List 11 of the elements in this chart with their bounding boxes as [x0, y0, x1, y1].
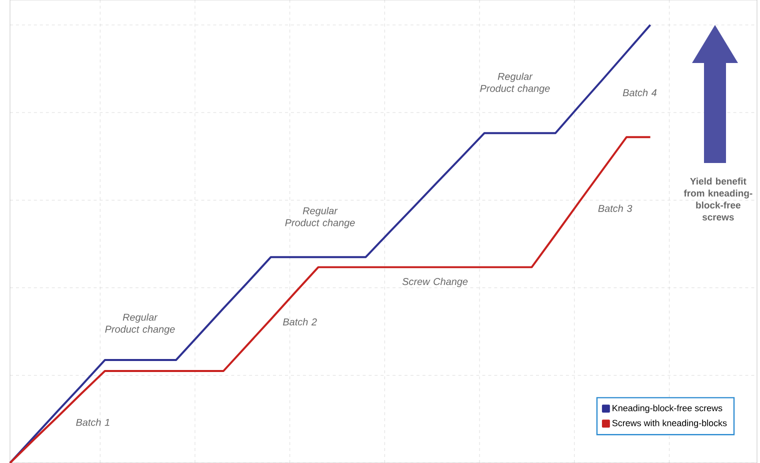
annotation: Yield benefit from kneading-block-free screws — [684, 178, 752, 220]
annotation: Batch 3 — [598, 204, 632, 212]
legend-label: Kneading-block-free screws — [612, 404, 722, 414]
annotation: Batch 1 — [76, 418, 110, 426]
legend-label: Screws with kneading-blocks — [612, 420, 727, 428]
annotation: Batch 4 — [622, 88, 657, 96]
annotation: Regular Product change — [285, 206, 355, 228]
annotation: Regular Product change — [105, 313, 175, 335]
annotation: Screw Change — [402, 278, 468, 288]
annotation: Batch 2 — [282, 318, 317, 326]
annotation: Regular Product change — [480, 72, 550, 94]
